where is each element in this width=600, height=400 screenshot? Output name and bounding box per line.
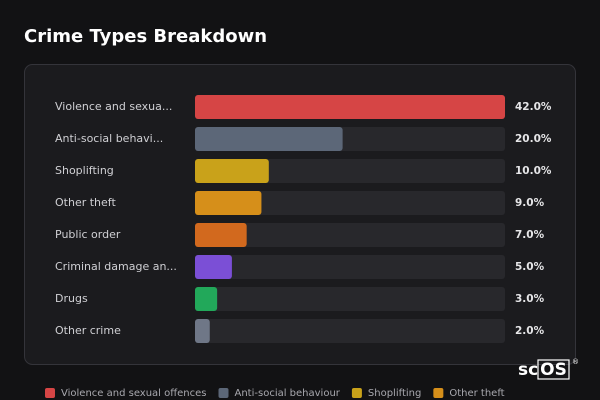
value-label: 3.0%: [515, 293, 545, 305]
bar-track: [195, 255, 505, 279]
bar-track: [195, 223, 505, 247]
category-label: Drugs: [55, 292, 88, 305]
bar: [195, 255, 232, 279]
value-label: 5.0%: [515, 261, 545, 273]
category-label: Other theft: [55, 196, 116, 209]
legend-swatch: [218, 388, 229, 398]
bar: [195, 191, 262, 215]
legend-swatch: [45, 388, 55, 398]
legend-label: Anti-social behaviour: [235, 388, 341, 399]
value-label: 9.0%: [515, 197, 545, 209]
category-label: Other crime: [55, 324, 121, 337]
value-label: 7.0%: [515, 229, 545, 241]
category-label: Anti-social behavi...: [55, 132, 163, 145]
bar: [195, 95, 505, 119]
value-label: 10.0%: [515, 165, 552, 177]
legend-swatch: [433, 388, 444, 398]
bar-track: [195, 191, 505, 215]
legend-swatch: [351, 388, 362, 398]
category-label: Public order: [55, 228, 121, 241]
value-label: 2.0%: [515, 325, 545, 337]
bar: [195, 223, 247, 247]
bar: [195, 159, 269, 183]
logo-boxed: OS: [540, 360, 567, 380]
bar: [195, 127, 343, 151]
value-label: 42.0%: [515, 101, 552, 113]
bar: [195, 287, 218, 311]
value-label: 20.0%: [515, 133, 552, 145]
bar: [195, 319, 210, 343]
category-label: Violence and sexua...: [55, 100, 172, 113]
chart-title: Crime Types Breakdown: [24, 26, 267, 47]
bar-track: [195, 287, 505, 311]
bar-track: [195, 319, 505, 343]
logo-prefix: sc: [518, 360, 538, 380]
legend-label: Other theft: [449, 388, 504, 399]
logo-box: [537, 359, 570, 380]
category-label: Criminal damage an...: [55, 260, 177, 273]
legend-label: Violence and sexual offences: [61, 388, 207, 399]
bar-track: [195, 159, 505, 183]
legend-label: Shoplifting: [368, 388, 421, 399]
category-label: Shoplifting: [55, 164, 114, 177]
logo-mark: ®: [572, 358, 579, 366]
